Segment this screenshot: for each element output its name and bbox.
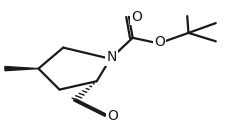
Text: O: O xyxy=(154,35,165,49)
Polygon shape xyxy=(5,66,38,71)
Text: O: O xyxy=(107,108,118,122)
Text: N: N xyxy=(106,50,117,64)
Text: O: O xyxy=(131,10,142,24)
